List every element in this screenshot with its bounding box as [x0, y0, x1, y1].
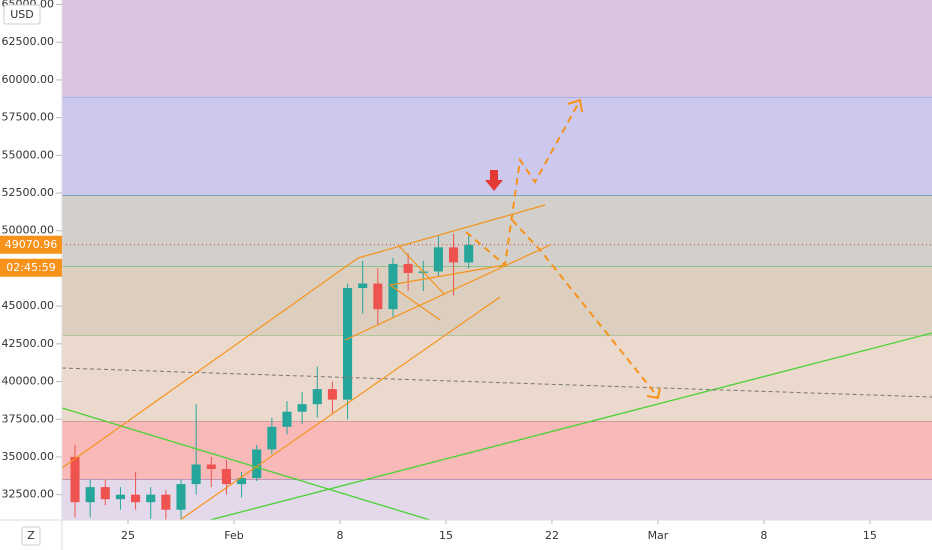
zone: [62, 266, 932, 336]
channel-line: [357, 204, 546, 259]
candle-body: [358, 283, 368, 289]
candle-body: [100, 487, 110, 500]
channel-line: [397, 244, 446, 296]
trend-line: [61, 407, 431, 521]
red-arrow: [485, 170, 503, 191]
projection-down: [511, 219, 659, 398]
zone: [62, 335, 932, 422]
x-tick-label: 15: [439, 529, 453, 542]
zone: [62, 0, 932, 98]
candle-body: [161, 494, 171, 510]
countdown-label: 02:45:59: [6, 261, 55, 274]
x-tick-label: Mar: [648, 529, 669, 542]
candle-body: [237, 478, 247, 485]
candle-body: [176, 484, 186, 510]
zone: [62, 421, 932, 480]
x-tick-label: 25: [121, 529, 135, 542]
arrow-head: [567, 98, 583, 113]
x-tick-label: Feb: [224, 529, 243, 542]
candle-body: [70, 456, 80, 503]
last-price-tag: [0, 235, 62, 254]
plot-area: [62, 0, 932, 521]
candle-body: [312, 389, 322, 405]
zone: [62, 195, 932, 267]
y-tick-label: 62500.00: [2, 35, 55, 48]
candle-body: [206, 464, 216, 470]
channel-line: [389, 284, 441, 321]
trend-line: [209, 332, 932, 521]
trend-line: [61, 367, 932, 398]
countdown-tag: [0, 258, 62, 277]
candle-body: [267, 426, 277, 450]
zoom-button[interactable]: [21, 526, 41, 546]
candle-body: [433, 247, 443, 272]
candle-body: [191, 464, 201, 485]
candle-body: [252, 449, 262, 479]
candle-body: [131, 494, 141, 503]
arrow-head: [646, 387, 661, 400]
candle-body: [343, 288, 353, 400]
y-tick-label: 52500.00: [2, 186, 55, 199]
y-tick-label: 35000.00: [2, 450, 55, 463]
last-price-label: 49070.96: [5, 238, 58, 251]
candle-body: [115, 494, 125, 500]
channel-line: [179, 296, 501, 521]
candle-body: [373, 283, 383, 310]
drawings: [61, 98, 932, 521]
y-tick-label: 40000.00: [2, 375, 55, 388]
candle-body: [327, 389, 337, 400]
y-tick-label: 50000.00: [2, 224, 55, 237]
time-axis: [0, 520, 932, 550]
x-tick-label: 15: [863, 529, 877, 542]
x-tick-label: 22: [545, 529, 559, 542]
y-tick-label: 60000.00: [2, 73, 55, 86]
candle-body: [403, 263, 413, 273]
projection-up: [465, 103, 579, 267]
channel-line: [389, 264, 506, 286]
candle-body: [221, 469, 231, 485]
x-tick-label: 8: [336, 529, 343, 542]
candle-body: [85, 487, 95, 503]
candle-body: [282, 411, 292, 427]
currency[interactable]: USD: [10, 8, 34, 21]
candle-body: [464, 244, 474, 263]
currency-box[interactable]: [3, 4, 41, 25]
y-tick-label: 57500.00: [2, 111, 55, 124]
candle-body: [146, 494, 156, 503]
y-tick-label: 37500.00: [2, 412, 55, 425]
candle-body: [297, 404, 307, 412]
zoom-label[interactable]: Z: [27, 529, 35, 542]
channel-line: [344, 244, 551, 341]
x-tick-label: 8: [760, 529, 767, 542]
zone: [62, 479, 932, 520]
y-tick-label: 42500.00: [2, 337, 55, 350]
channel-line: [61, 257, 359, 469]
y-tick-label: 45000.00: [2, 299, 55, 312]
y-tick-label: 55000.00: [2, 148, 55, 161]
y-tick-label: 32500.00: [2, 488, 55, 501]
candle-body: [449, 247, 459, 263]
